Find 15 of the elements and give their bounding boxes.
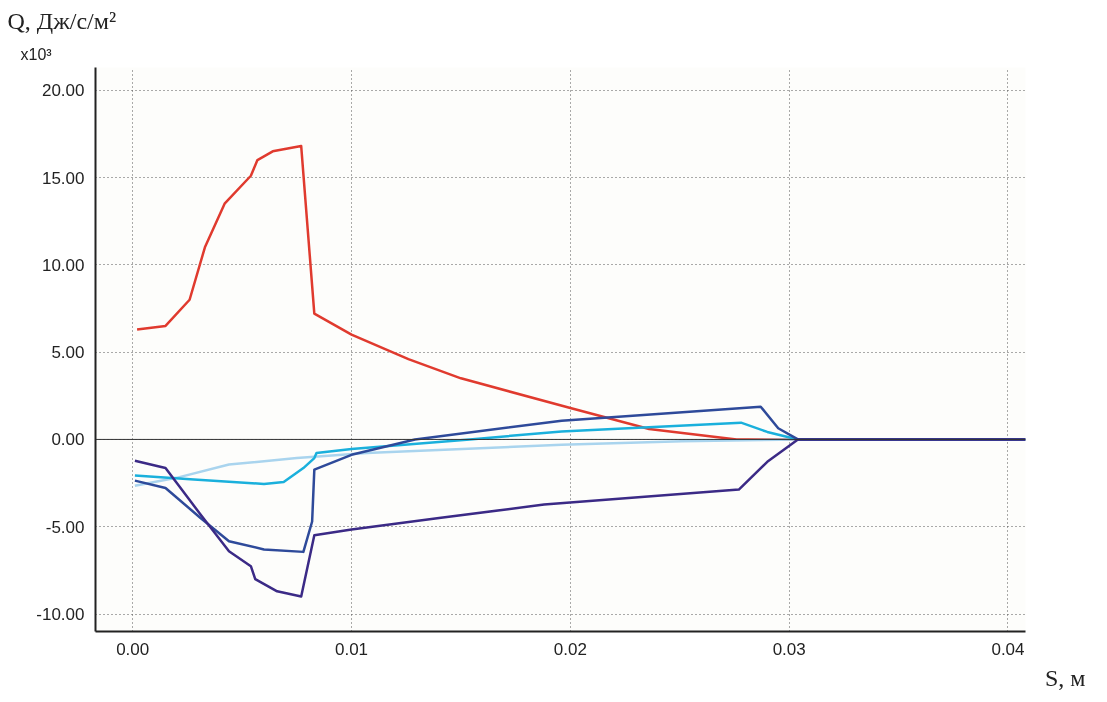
- y-tick-label: -10.00: [36, 605, 85, 625]
- y-tick-label: -5.00: [45, 517, 85, 537]
- x-tick-label: 0.03: [772, 639, 806, 659]
- x-tick-label: 0.04: [991, 639, 1025, 659]
- y-tick-label: 5.00: [51, 343, 85, 363]
- y-tick-label: 20.00: [41, 81, 85, 101]
- x-axis-title: S, м: [1044, 664, 1086, 691]
- y-tick-label: 0.00: [51, 430, 85, 450]
- x-tick-label: 0.02: [553, 639, 587, 659]
- text: x10³: [20, 45, 53, 63]
- y-tick-label: 10.00: [41, 255, 85, 275]
- x-tick-label: 0.01: [334, 639, 369, 659]
- y-axis-title: Q, Дж/с/м²: [7, 7, 117, 34]
- x-tick-label: 0.00: [116, 639, 150, 659]
- y-tick-label: 15.00: [41, 168, 85, 188]
